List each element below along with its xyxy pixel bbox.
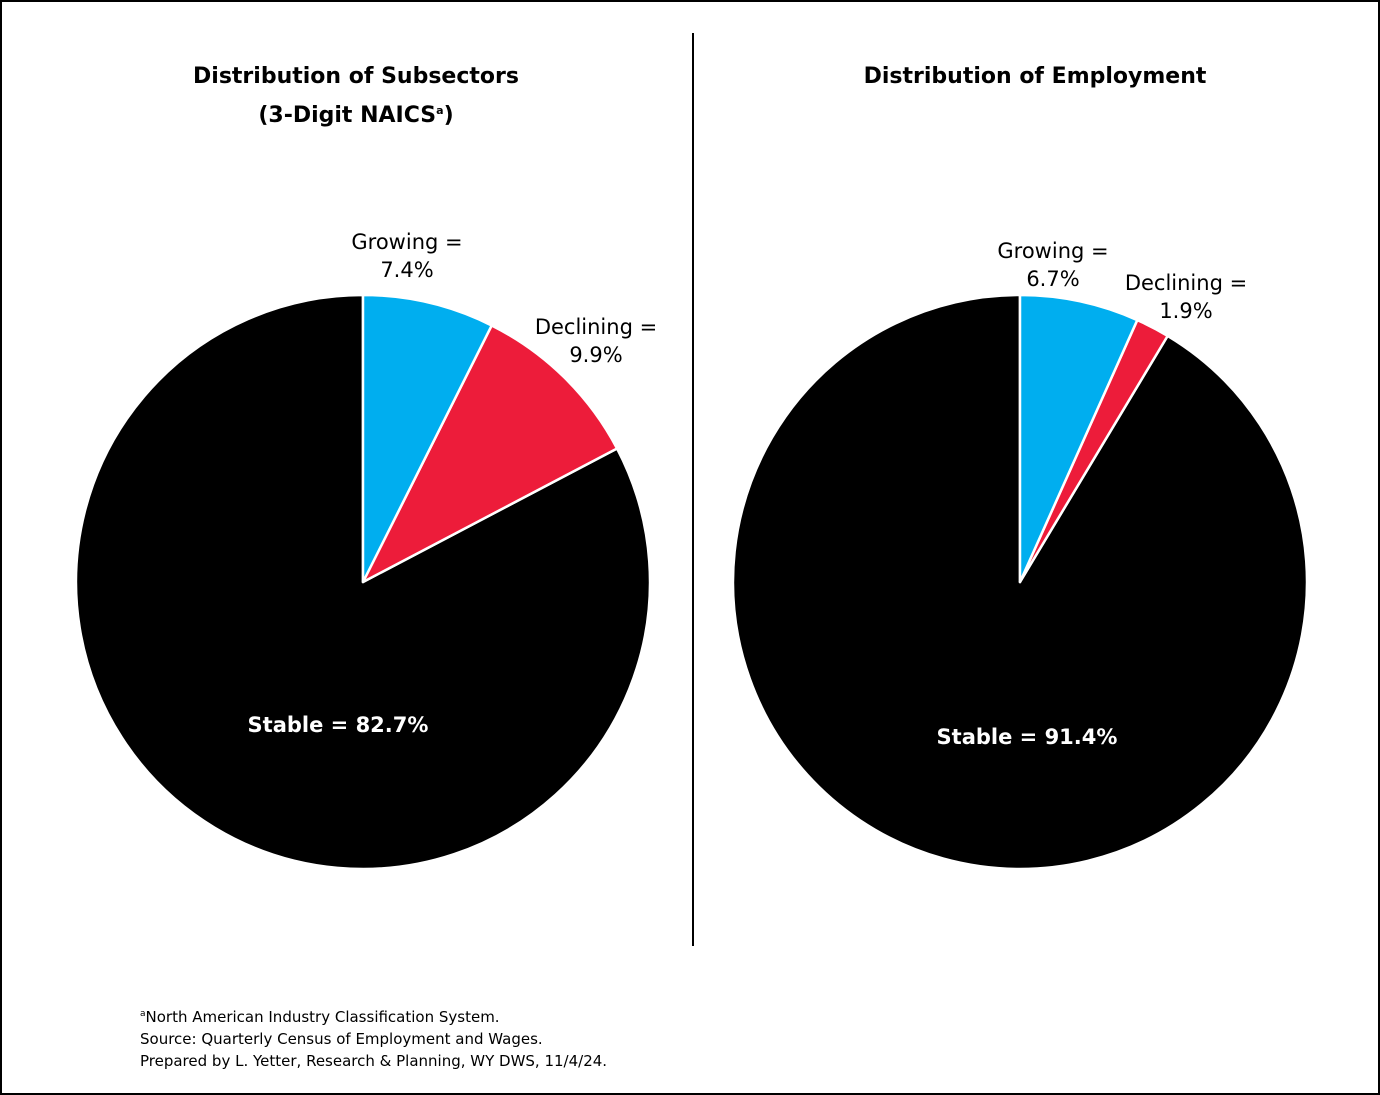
chart-title-line1: Distribution of Subsectors xyxy=(193,64,519,89)
chart-title-subsectors: Distribution of Subsectors (3-Digit NAIC… xyxy=(56,60,656,133)
chart-title-close: ) xyxy=(443,103,454,128)
data-label-line: 6.7% xyxy=(1026,267,1079,291)
source-note: Source: Quarterly Census of Employment a… xyxy=(140,1030,543,1048)
pie-slice-growing xyxy=(361,293,493,584)
data-label-line: Declining = xyxy=(535,315,657,339)
data-label-growing: Growing = 7.4% xyxy=(351,230,462,282)
panel-divider xyxy=(692,33,694,946)
data-label-line: 7.4% xyxy=(380,258,433,282)
data-label-line: Declining = xyxy=(1125,271,1247,295)
prepared-note: Prepared by L. Yetter, Research & Planni… xyxy=(140,1052,608,1070)
data-label-line: Stable = 91.4% xyxy=(937,725,1118,749)
footnote: aNorth American Industry Classification … xyxy=(140,1003,607,1028)
chart-title-naics: (3-Digit NAICS xyxy=(258,103,437,128)
data-label-declining: Declining = 9.9% xyxy=(535,315,657,367)
chart-title-line2: (3-Digit NAICSa) xyxy=(56,94,656,133)
data-label-line: Stable = 82.7% xyxy=(248,713,429,737)
chart-title-employment: Distribution of Employment xyxy=(735,60,1335,94)
data-label-line: Growing = xyxy=(997,239,1108,263)
footnote-marker: a xyxy=(140,1009,146,1019)
data-label-declining: Declining = 1.9% xyxy=(1125,271,1247,323)
data-label-line: 1.9% xyxy=(1159,299,1212,323)
pie-slice-declining xyxy=(361,324,619,584)
data-label-growing: Growing = 6.7% xyxy=(997,239,1108,291)
chart-notes: aNorth American Industry Classification … xyxy=(140,1003,607,1072)
footnote-text: North American Industry Classification S… xyxy=(145,1008,500,1026)
data-label-line: Growing = xyxy=(351,230,462,254)
data-label-line: 9.9% xyxy=(569,343,622,367)
footnote-marker: a xyxy=(436,104,444,117)
data-label-stable: Stable = 82.7% xyxy=(248,713,429,737)
pie-slice-growing xyxy=(1018,293,1139,584)
data-label-stable: Stable = 91.4% xyxy=(937,725,1118,749)
chart-title-line1: Distribution of Employment xyxy=(863,64,1207,89)
